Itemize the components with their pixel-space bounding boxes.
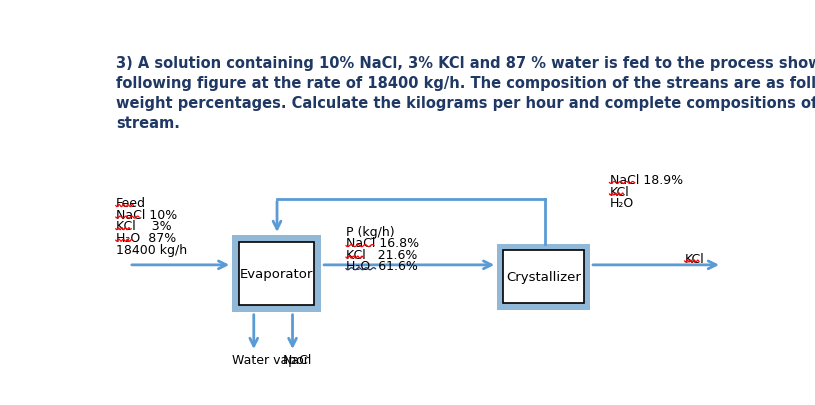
Text: KCl: KCl: [685, 252, 704, 265]
Bar: [232, 235, 321, 312]
Bar: [504, 251, 584, 304]
Text: KCl   21.6%: KCl 21.6%: [346, 248, 417, 261]
Text: 18400 kg/h: 18400 kg/h: [116, 243, 187, 256]
Text: H₂O: H₂O: [610, 197, 634, 210]
Text: NaCl: NaCl: [284, 354, 313, 367]
Text: P (kg/h): P (kg/h): [346, 225, 394, 238]
Text: NaCl 10%: NaCl 10%: [116, 208, 177, 222]
Text: Evaporator: Evaporator: [240, 267, 313, 280]
Bar: [497, 245, 590, 310]
Text: Water vapor: Water vapor: [232, 354, 309, 367]
Text: NaCl 18.9%: NaCl 18.9%: [610, 174, 683, 187]
Text: 3) A solution containing 10% NaCl, 3% KCl and 87 % water is fed to the process s: 3) A solution containing 10% NaCl, 3% KC…: [116, 56, 815, 130]
Text: H₂O  87%: H₂O 87%: [116, 231, 176, 244]
Text: KCl    3%: KCl 3%: [116, 220, 171, 233]
Text: Feed: Feed: [116, 197, 146, 210]
Text: KCl: KCl: [610, 185, 629, 198]
Text: H₂O  61.6%: H₂O 61.6%: [346, 260, 418, 273]
Text: NaCl 16.8%: NaCl 16.8%: [346, 237, 419, 250]
Text: Crystallizer: Crystallizer: [506, 271, 581, 284]
Bar: [239, 242, 315, 305]
